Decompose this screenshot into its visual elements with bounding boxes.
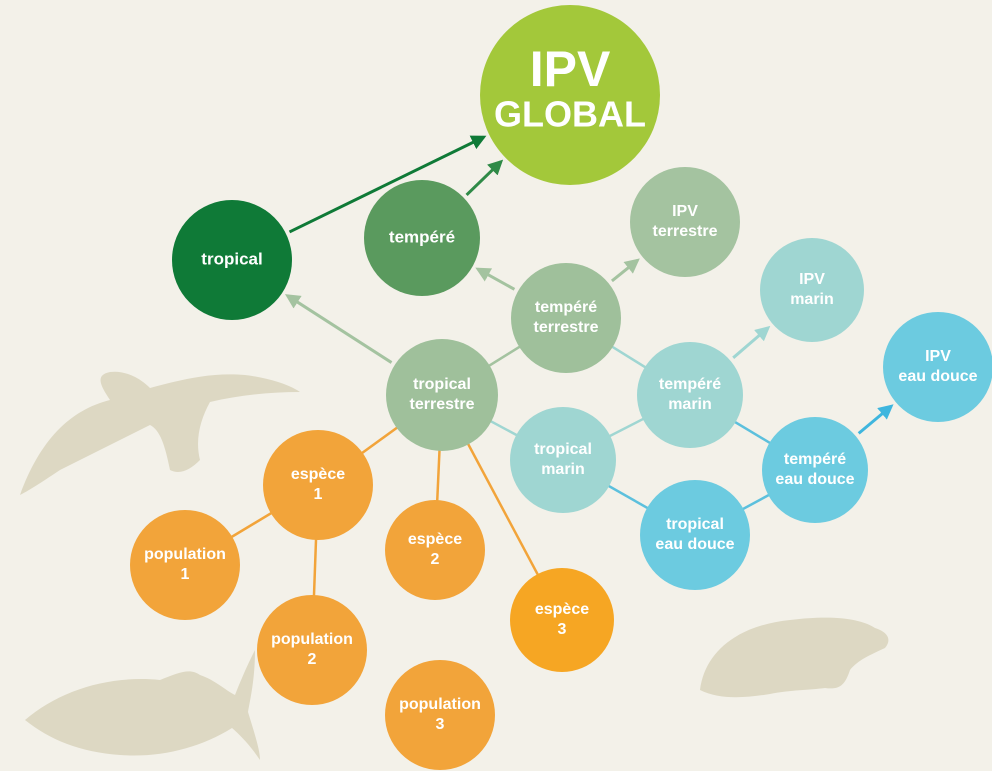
- node: tropical: [172, 200, 292, 320]
- node: tempéré terrestre: [511, 263, 621, 373]
- node: espèce 2: [385, 500, 485, 600]
- node: espèce 3: [510, 568, 614, 672]
- node-label: eau douce: [655, 536, 734, 553]
- node: tempéré marin: [637, 342, 743, 448]
- node-label: marin: [541, 461, 585, 478]
- node-label: tempéré: [784, 451, 846, 468]
- node-circle: [511, 263, 621, 373]
- node: IPV eau douce: [883, 312, 992, 422]
- node-label: population: [271, 631, 353, 648]
- node-label: marin: [668, 396, 712, 413]
- node-label: tropical: [413, 376, 471, 393]
- node: tropical eau douce: [640, 480, 750, 590]
- node-circle: [364, 180, 480, 296]
- node-label: 2: [308, 651, 317, 668]
- arrow: [610, 258, 640, 283]
- nodes: IPVGLOBALtropicaltempéréIPVterrestretemp…: [130, 5, 992, 770]
- arrow: [288, 135, 487, 234]
- node-label: 2: [431, 551, 440, 568]
- node: IPV marin: [760, 238, 864, 342]
- node-label: IPV: [530, 41, 611, 97]
- node-circle: [630, 167, 740, 277]
- node-circle: [385, 500, 485, 600]
- node-label: terrestre: [534, 319, 599, 336]
- node-label: IPV: [672, 203, 698, 220]
- arrow: [475, 267, 516, 291]
- node: IPV terrestre: [630, 167, 740, 277]
- silhouettes: [20, 371, 889, 760]
- node-label: eau douce: [775, 471, 854, 488]
- node: tropical terrestre: [386, 339, 498, 451]
- node-circle: [762, 417, 868, 523]
- node-label: GLOBAL: [494, 94, 646, 135]
- node: population 2: [257, 595, 367, 705]
- node-label: 3: [436, 716, 445, 733]
- arrow: [284, 294, 393, 364]
- node-label: marin: [790, 291, 834, 308]
- node-circle: [760, 238, 864, 342]
- node-label: terrestre: [410, 396, 475, 413]
- node-circle: [130, 510, 240, 620]
- node: tempéré eau douce: [762, 417, 868, 523]
- node-circle: [386, 339, 498, 451]
- node: espèce 1: [263, 430, 373, 540]
- node-label: 3: [558, 621, 567, 638]
- node-label: espèce: [408, 531, 462, 548]
- node-circle: [480, 5, 660, 185]
- node-label: tropical: [534, 441, 592, 458]
- arrow: [465, 159, 504, 196]
- node-circle: [385, 660, 495, 770]
- node-label: terrestre: [653, 223, 718, 240]
- node-circle: [510, 407, 616, 513]
- node-circle: [510, 568, 614, 672]
- node-label: tropical: [666, 516, 724, 533]
- node-label: espèce: [291, 466, 345, 483]
- arrow: [732, 325, 771, 359]
- bird-silhouette: [20, 371, 300, 495]
- fish-silhouette: [25, 650, 260, 760]
- node-label: tempéré: [659, 376, 721, 393]
- node-label: 1: [181, 566, 190, 583]
- node-label: tropical: [201, 249, 262, 268]
- node-circle: [263, 430, 373, 540]
- node-label: 1: [314, 486, 323, 503]
- node-circle: [640, 480, 750, 590]
- node-circle: [172, 200, 292, 320]
- node-label: IPV: [925, 348, 951, 365]
- node: tropical marin: [510, 407, 616, 513]
- node-circle: [883, 312, 992, 422]
- node-label: tempéré: [389, 227, 455, 246]
- node-label: eau douce: [898, 368, 977, 385]
- arrow: [857, 404, 894, 435]
- node-label: tempéré: [535, 299, 597, 316]
- node-label: population: [144, 546, 226, 563]
- node-label: population: [399, 696, 481, 713]
- node: population 3: [385, 660, 495, 770]
- node: population 1: [130, 510, 240, 620]
- node-circle: [637, 342, 743, 448]
- node: tempéré: [364, 180, 480, 296]
- node-label: IPV: [799, 271, 825, 288]
- node-circle: [257, 595, 367, 705]
- node-label: espèce: [535, 601, 589, 618]
- otter-silhouette: [700, 617, 889, 698]
